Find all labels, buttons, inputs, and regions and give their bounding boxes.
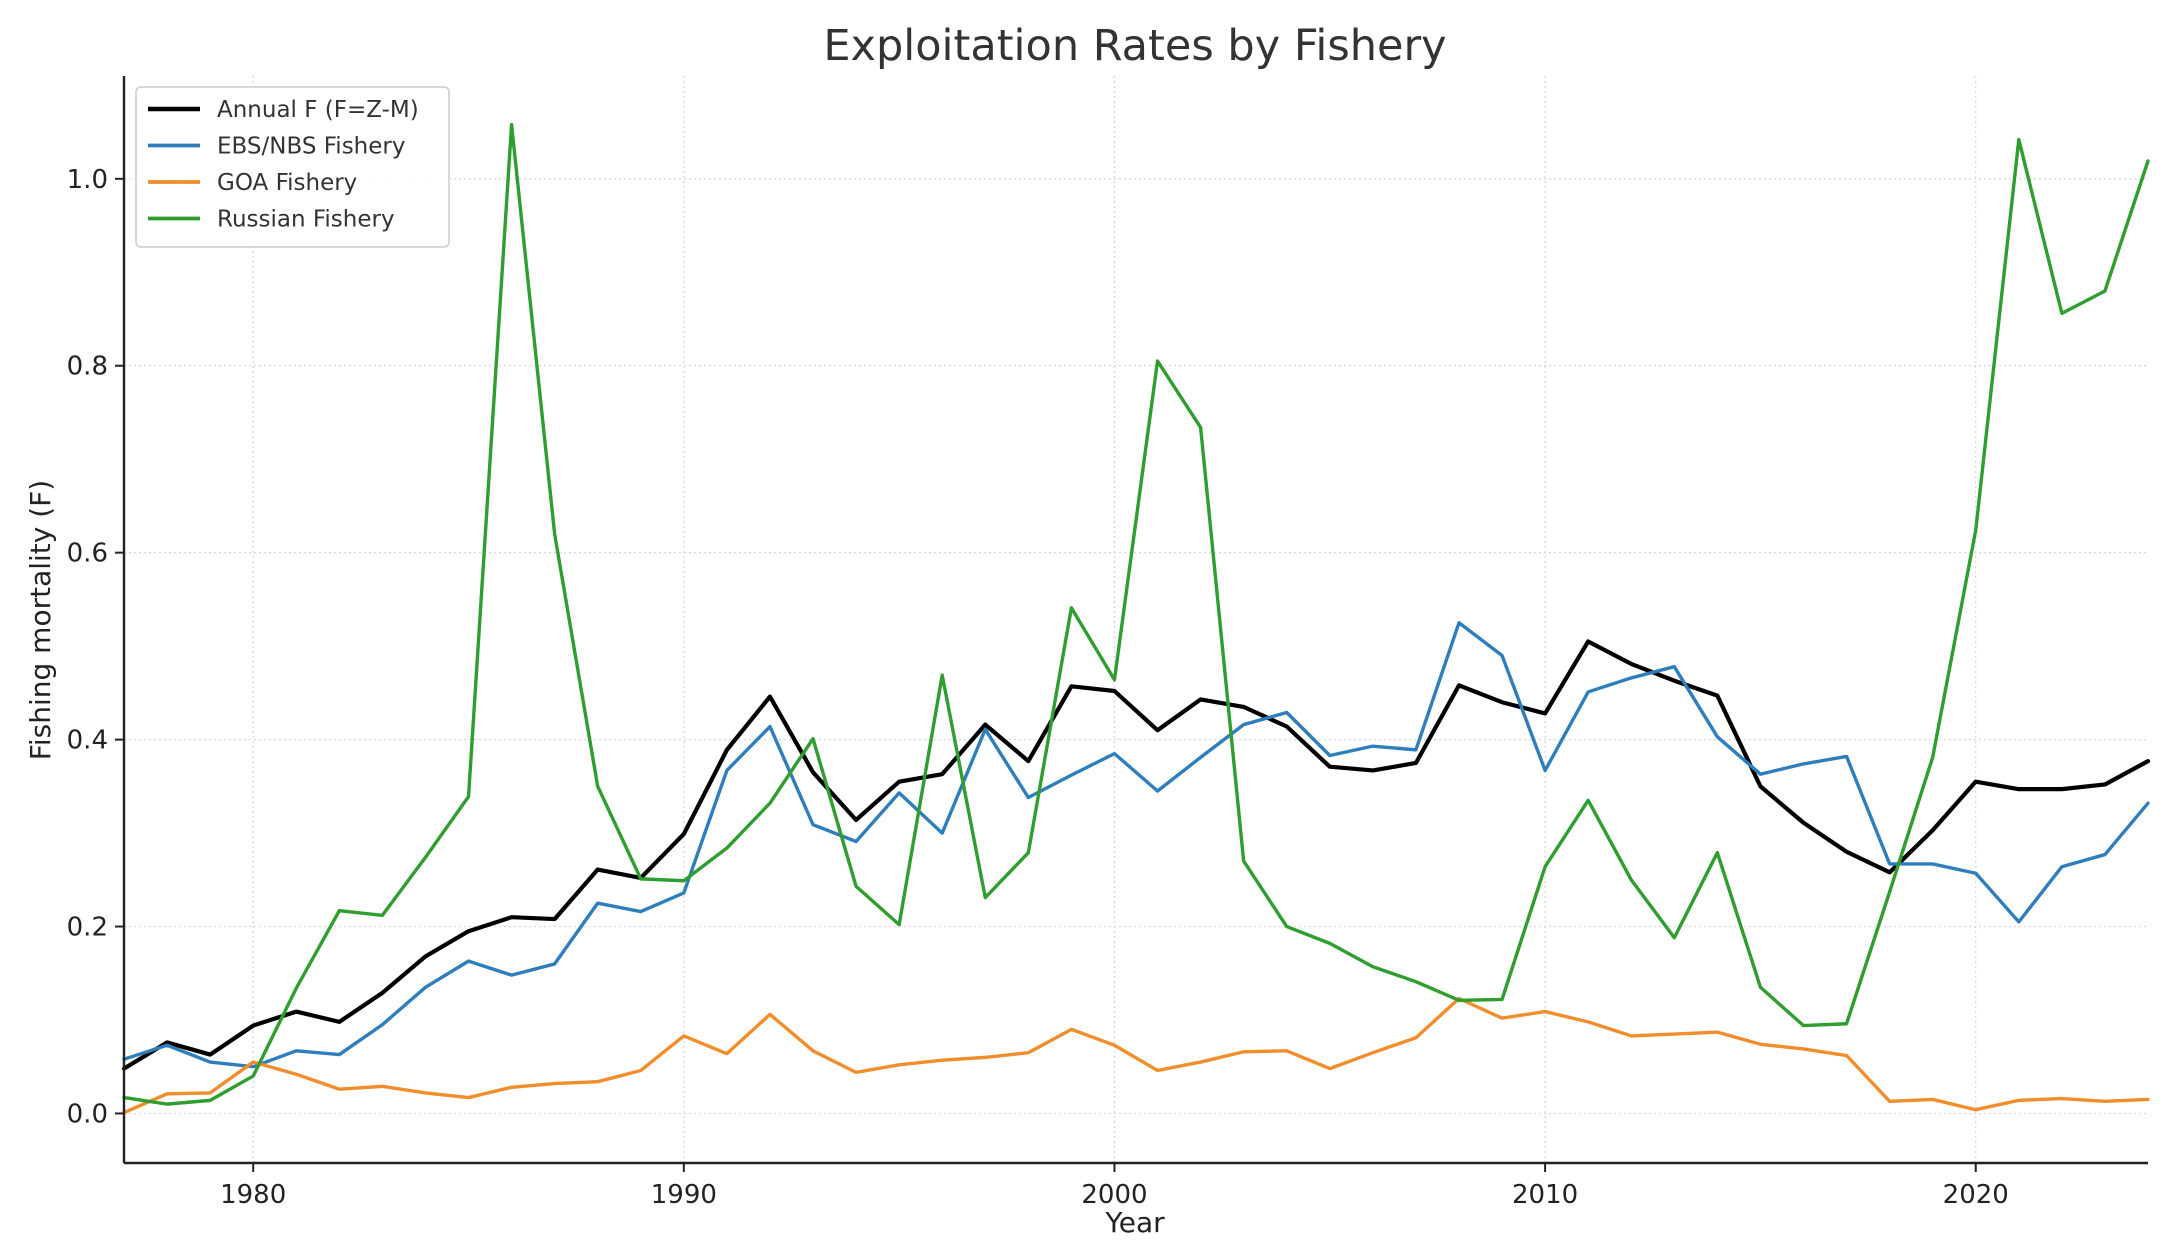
series-line-ebs-nbs-fishery	[122, 621, 2150, 1069]
y-axis-label: Fishing mortality (F)	[24, 480, 57, 760]
series-line-russian-fishery	[122, 122, 2150, 1106]
y-tick-label: 0.8	[67, 352, 108, 382]
x-tick-label: 2010	[1512, 1180, 1578, 1210]
x-tick-label: 1990	[651, 1180, 717, 1210]
series-line-annual-f-f-z-m	[121, 639, 2151, 1071]
legend-label-goa-fishery: GOA Fishery	[217, 170, 357, 196]
series-line-goa-fishery	[122, 996, 2150, 1115]
x-tick-label: 2020	[1943, 1180, 2009, 1210]
series-lines	[121, 122, 2151, 1115]
grid	[124, 76, 2148, 1163]
legend-label-ebs-nbs-fishery: EBS/NBS Fishery	[217, 134, 405, 160]
x-tick-label: 2000	[1081, 1180, 1147, 1210]
y-tick-label: 0.4	[67, 726, 108, 756]
legend: Annual F (F=Z-M) EBS/NBS Fishery GOA Fishe…	[135, 86, 450, 248]
legend-label-russian-fishery: Russian Fishery	[217, 207, 395, 233]
x-tick-label: 1980	[220, 1180, 286, 1210]
chart-title: Exploitation Rates by Fishery	[823, 21, 1446, 71]
y-tick-label: 0.0	[67, 1099, 108, 1129]
y-tick-label: 1.0	[67, 165, 108, 195]
legend-box	[135, 86, 450, 248]
legend-label-annual-f-f-z-m: Annual F (F=Z-M)	[217, 97, 419, 123]
y-tick-label: 0.6	[67, 539, 108, 569]
x-axis-label: Year	[1104, 1206, 1165, 1239]
axes: 1980 1990 2000 2010 2020 0.0 0.2 0.4 0.6 0.8 1.0	[67, 76, 2148, 1210]
y-tick-label: 0.2	[67, 913, 108, 943]
